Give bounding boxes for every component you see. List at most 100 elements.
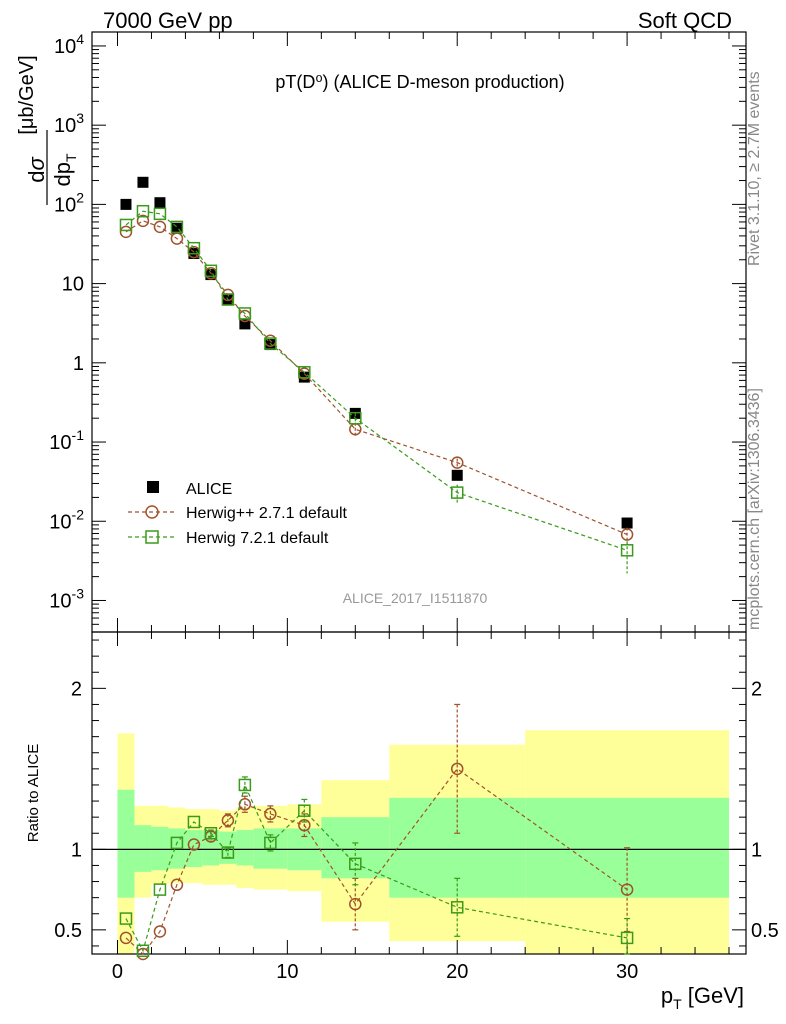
ratio-point-herwig7 [136, 944, 150, 958]
y-tick-label: 102 [54, 189, 84, 216]
ratio-point-herwig7 [450, 901, 464, 914]
data-point-herwig7 [170, 220, 184, 234]
data-point-alice [264, 339, 276, 351]
data-point-herwig7 [221, 293, 235, 306]
ratio-uncertainty-bands [117, 730, 730, 954]
ratio-point-herwigpp [264, 807, 277, 821]
ratio-axis-ticks: 0 10 20 30 0.5 0.5 1 1 2 2 [54, 632, 779, 983]
ratio-point-herwig7 [204, 827, 218, 840]
data-point-herwig7 [238, 307, 252, 320]
category-label: Soft QCD [638, 8, 732, 33]
x-tick-label: 10 [276, 961, 298, 983]
ratio-point-herwig7 [264, 836, 277, 850]
legend-herwig7-label: Herwig 7.2.1 default [186, 530, 329, 547]
source-label: mcplots.cern.ch [arXiv:1306.3436] [746, 388, 763, 630]
data-point-herwig7 [204, 264, 218, 278]
upper-axis-ticks: 10-3 10-2 10-1 1 10 102 103 104 [49, 31, 746, 633]
ratio-point-herwig7 [298, 804, 311, 817]
y-tick-label: 1 [73, 353, 84, 375]
svg-text:[μb/GeV]: [μb/GeV] [16, 55, 38, 134]
data-point-alice [451, 469, 463, 481]
data-point-alice [154, 197, 166, 209]
data-point-alice [621, 517, 633, 529]
ratio-point-herwigpp [238, 798, 252, 811]
series-line-2 [125, 210, 628, 551]
y-tick-label: 104 [54, 31, 84, 58]
ratio-y-tick-label: 1 [751, 839, 762, 861]
data-point-alice [205, 269, 217, 281]
ratio-panel: 0 10 20 30 0.5 0.5 1 1 2 2 Ratio to ALICE pT [GeV… [25, 631, 779, 1012]
y-tick-label: 10-3 [49, 585, 84, 612]
data-point-alice [239, 318, 251, 330]
y-tick-label: 10-2 [49, 506, 84, 533]
ratio-y-tick-label: 0.5 [751, 920, 779, 942]
ratio-point-herwigpp [221, 814, 235, 827]
stat-uncertainty-band [117, 789, 135, 898]
ratio-point-herwig7 [153, 883, 167, 896]
data-point-alice [137, 176, 149, 188]
data-point-herwigpp [136, 214, 150, 228]
data-point-herwig7 [450, 486, 464, 499]
svg-text:dpT: dpT [50, 153, 79, 186]
ratio-point-herwigpp [349, 897, 362, 911]
data-point-herwig7 [298, 366, 311, 379]
legend-alice-marker [147, 481, 159, 493]
ratio-point-herwigpp [119, 931, 133, 945]
data-point-herwig7 [153, 207, 167, 221]
legend-herwig7-marker [145, 530, 159, 544]
data-point-herwigpp [153, 220, 167, 234]
ratio-point-herwigpp [187, 838, 201, 851]
ratio-point-herwig7 [119, 912, 133, 925]
energy-label: 7000 GeV pp [103, 8, 233, 33]
legend-item-alice: ALICE [147, 481, 232, 498]
ratio-y-tick-label: 2 [71, 678, 82, 700]
ratio-y-tick-label: 2 [751, 678, 762, 700]
rivet-version-label: Rivet 3.1.10, ≥ 2.7M events [746, 71, 763, 266]
ratio-point-herwigpp [620, 883, 634, 896]
data-point-alice [171, 222, 183, 234]
data-point-herwig7 [119, 218, 133, 232]
x-tick-label: 20 [446, 961, 468, 983]
ratio-y-label: Ratio to ALICE [25, 744, 42, 842]
x-tick-label: 30 [616, 961, 638, 983]
data-point-herwig7 [264, 337, 277, 350]
ratio-point-herwigpp [153, 925, 167, 938]
data-point-herwig7 [620, 544, 634, 557]
ratio-point-herwigpp [450, 762, 464, 776]
ratio-point-herwig7 [349, 857, 362, 871]
ratio-panel-frame [91, 631, 747, 955]
legend-herwigpp-label: Herwig++ 2.7.1 default [186, 505, 348, 522]
data-point-herwigpp [119, 225, 133, 239]
ratio-point-herwigpp [170, 878, 184, 892]
data-point-herwig7 [187, 241, 201, 255]
ratio-point-herwig7 [238, 778, 252, 792]
upper-series [119, 176, 634, 574]
ratio-series [119, 703, 634, 961]
legend-item-herwig7: Herwig 7.2.1 default [128, 530, 329, 547]
svg-text:dσ: dσ [24, 157, 49, 183]
data-point-herwig7 [349, 411, 362, 425]
chart-title: pT(D⁰) (ALICE D-meson production) [275, 72, 564, 92]
x-axis-label: pT [GeV] [661, 983, 744, 1012]
stat-uncertainty-band [236, 830, 254, 866]
ratio-point-herwig7 [187, 815, 201, 829]
ratio-point-herwig7 [620, 931, 634, 945]
y-tick-label: 103 [54, 110, 84, 137]
data-point-herwigpp [620, 528, 634, 541]
x-tick-label: 0 [112, 961, 123, 983]
data-point-alice [120, 198, 132, 210]
legend: ALICE Herwig++ 2.7.1 default Herwig 7.2.… [128, 481, 348, 547]
ratio-y-tick-label: 0.5 [54, 920, 82, 942]
stat-uncertainty-band [134, 825, 152, 872]
legend-alice-label: ALICE [186, 481, 232, 498]
ratio-point-herwig7 [170, 836, 184, 850]
main-panel: pT(D⁰) (ALICE D-meson production) ALICE_… [16, 31, 747, 633]
y-tick-label: 10-1 [49, 427, 84, 454]
stat-uncertainty-band [389, 797, 526, 898]
data-point-herwigpp [450, 456, 464, 469]
ratio-point-herwig7 [221, 846, 235, 859]
legend-herwigpp-marker [145, 505, 159, 519]
data-point-herwig7 [136, 204, 150, 218]
ratio-y-tick-label: 1 [71, 839, 82, 861]
